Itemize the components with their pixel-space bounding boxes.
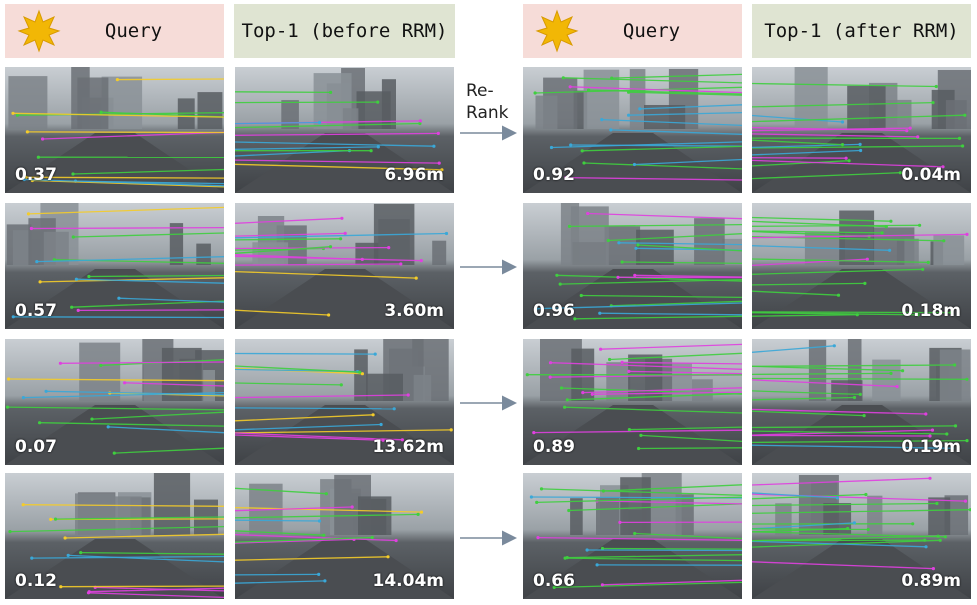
star-icon [17, 9, 61, 53]
query-image-after-row-1: 0.92 [523, 67, 742, 193]
similarity-score: 0.66 [533, 571, 575, 591]
top1-image-before-row-4: 14.04m [235, 473, 454, 599]
similarity-score: 0.96 [533, 301, 575, 321]
distance-label: 3.60m [384, 301, 444, 321]
top1-image-before-row-3: 13.62m [235, 339, 454, 465]
top1-before-header: Top-1 (before RRM) [234, 4, 455, 58]
star-icon [535, 9, 579, 53]
query-header-label: Query [622, 20, 681, 42]
top1-after-header: Top-1 (after RRM) [752, 4, 971, 58]
top1-after-label: Top-1 (after RRM) [764, 20, 959, 42]
top1-before-label: Top-1 (before RRM) [241, 20, 448, 42]
top1-image-after-row-1: 0.04m [752, 67, 971, 193]
top1-image-after-row-3: 0.19m [752, 339, 971, 465]
query-header-right: Query [523, 4, 742, 58]
similarity-score: 0.89 [533, 437, 575, 457]
query-header-left: Query [5, 4, 224, 58]
top1-image-before-row-2: 3.60m [235, 203, 454, 329]
rerank-label-line1: Re- [466, 81, 494, 101]
query-image-after-row-3: 0.89 [523, 339, 742, 465]
query-image-before-row-2: 0.57 [5, 203, 224, 329]
top1-image-after-row-4: 0.89m [752, 473, 971, 599]
query-image-before-row-3: 0.07 [5, 339, 224, 465]
query-image-after-row-2: 0.96 [523, 203, 742, 329]
rerank-label: Re- Rank [466, 80, 508, 124]
top1-image-after-row-2: 0.18m [752, 203, 971, 329]
similarity-score: 0.37 [15, 165, 57, 185]
distance-label: 0.89m [901, 571, 961, 591]
query-image-before-row-4: 0.12 [5, 473, 224, 599]
query-header-label: Query [104, 20, 163, 42]
query-image-after-row-4: 0.66 [523, 473, 742, 599]
similarity-score: 0.92 [533, 165, 575, 185]
distance-label: 0.18m [901, 301, 961, 321]
similarity-score: 0.12 [15, 571, 57, 591]
top1-image-before-row-1: 6.96m [235, 67, 454, 193]
distance-label: 0.04m [901, 165, 961, 185]
distance-label: 13.62m [372, 437, 445, 457]
distance-label: 6.96m [384, 165, 444, 185]
similarity-score: 0.57 [15, 301, 57, 321]
distance-label: 0.19m [901, 437, 961, 457]
query-image-before-row-1: 0.37 [5, 67, 224, 193]
rerank-label-line2: Rank [466, 103, 509, 123]
distance-label: 14.04m [372, 571, 445, 591]
similarity-score: 0.07 [15, 437, 57, 457]
